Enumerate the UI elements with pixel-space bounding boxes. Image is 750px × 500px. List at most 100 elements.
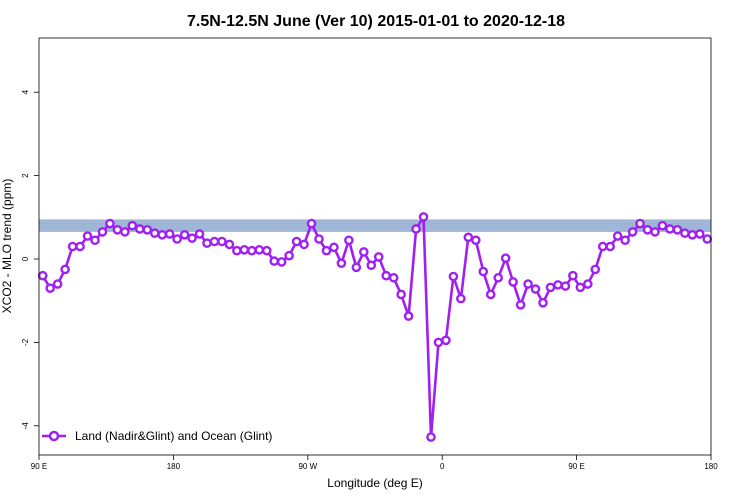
land-ocean-band (39, 219, 711, 232)
data-point (388, 272, 399, 283)
data-point (105, 218, 115, 229)
data-point (538, 297, 548, 308)
data-point (568, 270, 578, 281)
data-point (239, 245, 250, 255)
data-point (127, 220, 138, 231)
data-point (396, 289, 406, 300)
data-point (224, 239, 235, 250)
x-tick-label: 90 W (298, 462, 317, 471)
data-point (657, 220, 668, 231)
data-point (284, 250, 294, 261)
data-point (172, 234, 182, 244)
data-point (463, 232, 474, 243)
data-point (612, 231, 623, 241)
data-point (620, 235, 630, 246)
data-point (336, 258, 347, 268)
data-point (37, 270, 48, 281)
x-tick-label: 180 (704, 462, 718, 471)
data-point (575, 282, 586, 293)
chart-title: 7.5N-12.5N June (Ver 10) 2015-01-01 to 2… (187, 13, 565, 30)
data-point (232, 245, 242, 256)
data-point (597, 241, 608, 252)
data-point (515, 300, 526, 310)
data-point (448, 271, 459, 282)
legend-marker (48, 430, 60, 442)
data-point (351, 262, 362, 273)
data-point (209, 236, 220, 247)
data-point (157, 230, 167, 240)
y-axis: -4 -2 0 2 4 (21, 89, 39, 429)
data-point (366, 260, 377, 271)
data-point (687, 230, 698, 240)
data-point (269, 256, 280, 266)
data-point (82, 231, 93, 241)
data-point (411, 224, 421, 234)
data-point (306, 218, 317, 229)
data-point (112, 225, 123, 235)
data-point (583, 279, 593, 289)
x-axis: 90 E 180 90 W 0 90 E 180 (31, 455, 718, 471)
data-point (553, 280, 563, 290)
data-point (291, 236, 302, 247)
y-tick-label: -2 (21, 338, 30, 346)
data-point (418, 212, 429, 222)
data-point (523, 279, 533, 289)
data-point (179, 230, 190, 240)
x-tick-label: 90 E (31, 462, 47, 471)
data-point (426, 432, 436, 442)
data-point (329, 242, 339, 253)
data-point (67, 241, 78, 252)
series-layer (37, 212, 713, 442)
data-point (164, 229, 175, 239)
ocean-band (39, 219, 711, 232)
x-tick-label: 180 (167, 462, 181, 471)
data-point (403, 311, 414, 321)
data-point (478, 266, 489, 277)
data-point (642, 225, 653, 235)
data-point (254, 245, 265, 255)
y-tick-label: 2 (21, 173, 30, 178)
data-point (665, 224, 675, 234)
data-point (470, 235, 481, 246)
data-point (142, 225, 153, 235)
data-point (75, 241, 85, 252)
data-point (695, 229, 705, 239)
x-tick-label: 0 (440, 462, 445, 471)
y-axis-label: XCO2 - MLO trend (ppm) (0, 179, 14, 314)
data-point (194, 229, 205, 239)
data-point (456, 293, 466, 304)
data-point (635, 218, 645, 229)
x-axis-label: Longitude (deg E) (327, 476, 422, 490)
data-point (485, 289, 496, 300)
data-point (702, 234, 713, 244)
data-point (433, 337, 444, 348)
data-point (500, 253, 511, 263)
data-point (590, 264, 601, 275)
data-point (441, 335, 451, 346)
data-point (120, 227, 130, 237)
data-point (605, 241, 616, 252)
data-point (217, 236, 227, 247)
y-tick-label: 0 (21, 256, 30, 261)
data-point (246, 245, 257, 256)
data-point (134, 224, 145, 234)
data-point (373, 252, 384, 262)
data-point (149, 228, 160, 238)
data-point (52, 279, 63, 289)
y-tick-label: 4 (21, 89, 30, 94)
data-point (261, 245, 272, 256)
data-point (202, 238, 212, 248)
data-point (381, 270, 392, 281)
data-point (321, 245, 332, 256)
data-point (344, 235, 354, 246)
data-point (627, 227, 638, 237)
legend: Land (Nadir&Glint) and Ocean (Glint) (42, 429, 272, 443)
data-point (276, 257, 287, 267)
data-point (314, 234, 324, 244)
data-point (530, 284, 541, 294)
data-point (97, 227, 108, 237)
y-tick-label: -4 (21, 422, 30, 430)
legend-label: Land (Nadir&Glint) and Ocean (Glint) (75, 429, 272, 443)
plot-frame (38, 37, 712, 456)
